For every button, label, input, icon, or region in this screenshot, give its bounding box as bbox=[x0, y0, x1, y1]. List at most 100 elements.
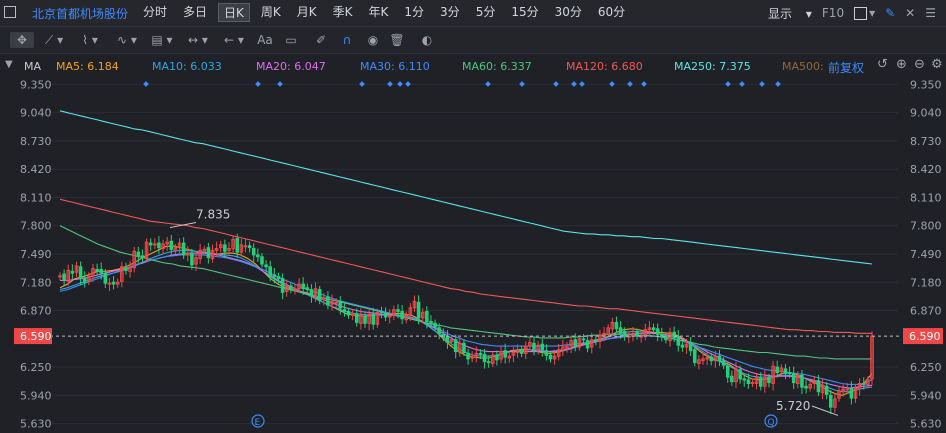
candle-body bbox=[305, 287, 310, 291]
candle-body bbox=[284, 285, 289, 292]
tab-3[interactable]: 周K bbox=[260, 5, 281, 19]
close-icon[interactable]: ✕ bbox=[905, 6, 916, 20]
candle-body bbox=[148, 242, 153, 246]
candle-body bbox=[115, 281, 120, 285]
candle-body bbox=[416, 301, 421, 319]
stock-title[interactable]: 北京首都机场股份 bbox=[32, 7, 129, 21]
candle-body bbox=[165, 241, 169, 245]
candle-body bbox=[74, 265, 79, 273]
kline-chart-area[interactable]: 9.350 9.350 9.040 9.040 8.730 8.730 8.420 8.420… bbox=[0, 78, 946, 431]
candle-body bbox=[787, 372, 792, 375]
tab-10[interactable]: 15分 bbox=[511, 5, 539, 19]
toggle-icon[interactable]: ◐ bbox=[421, 33, 433, 47]
tab-12[interactable]: 60分 bbox=[597, 5, 626, 19]
ma-collapse-icon[interactable]: ▼ bbox=[5, 59, 13, 70]
magnet-icon[interactable]: ∩ bbox=[342, 33, 352, 47]
tab-2[interactable]: 日K bbox=[218, 3, 250, 22]
eye-icon[interactable]: ◉ bbox=[367, 33, 379, 47]
draw-pen-icon[interactable]: ✎ bbox=[885, 6, 896, 20]
candle-body bbox=[577, 338, 582, 348]
candle-body bbox=[354, 313, 359, 323]
undo-icon[interactable]: ↺ bbox=[877, 57, 888, 72]
candle-body bbox=[573, 339, 578, 347]
tab-1[interactable]: 多日 bbox=[183, 5, 208, 19]
candle-body bbox=[829, 394, 833, 408]
tab-5[interactable]: 季K bbox=[332, 5, 353, 19]
tab-6[interactable]: 年K bbox=[368, 5, 389, 19]
comment-icon[interactable]: ▭ bbox=[285, 33, 297, 47]
candle-body bbox=[202, 248, 207, 252]
candle-body bbox=[120, 266, 124, 282]
ma-line bbox=[59, 245, 873, 396]
tab-11[interactable]: 30分 bbox=[554, 5, 582, 19]
channel-tool-icon[interactable]: ⌇ ▾ bbox=[82, 33, 98, 47]
candle-body bbox=[363, 315, 367, 324]
tab-8[interactable]: 3分 bbox=[440, 5, 460, 19]
select-checkbox[interactable] bbox=[4, 6, 16, 18]
eraser-icon[interactable]: ✐ bbox=[315, 33, 327, 47]
candle-body bbox=[231, 238, 235, 250]
y-tick-left: 9.040 bbox=[20, 107, 52, 120]
candle-body bbox=[95, 269, 99, 272]
measure-tool-icon[interactable]: ↔ ▾ bbox=[188, 33, 208, 47]
candle-body bbox=[606, 327, 610, 335]
candle-body bbox=[346, 310, 351, 316]
candle-body bbox=[412, 300, 417, 309]
candle-body bbox=[58, 275, 62, 278]
menu-icon[interactable]: ☰ bbox=[925, 6, 936, 20]
candle-body bbox=[78, 266, 83, 279]
event-dot bbox=[739, 81, 745, 87]
candle-body bbox=[771, 365, 775, 384]
tab-4[interactable]: 月K bbox=[296, 5, 317, 19]
f10-button[interactable]: F10 bbox=[821, 6, 845, 20]
tab-9[interactable]: 5分 bbox=[475, 5, 496, 19]
zoom-out-icon[interactable]: ⊖ bbox=[914, 57, 925, 72]
trash-icon[interactable]: 🗑 bbox=[389, 33, 405, 47]
text-tool-icon[interactable]: Aa bbox=[257, 33, 273, 47]
candle-body bbox=[272, 274, 277, 278]
arrow-tool-icon[interactable]: ← ▾ bbox=[224, 33, 244, 47]
fuquan-button[interactable]: 前复权 bbox=[828, 61, 865, 75]
candle-body bbox=[293, 288, 297, 291]
candle-body bbox=[647, 327, 652, 331]
candle-body bbox=[837, 390, 841, 399]
event-dot bbox=[775, 81, 781, 87]
candle-body bbox=[540, 343, 545, 351]
square-icon[interactable] bbox=[854, 6, 868, 20]
ma-legend-item: MA10: 6.033 bbox=[152, 60, 222, 73]
candle-body bbox=[796, 374, 800, 384]
crosshair-icon[interactable]: ✥ bbox=[10, 32, 34, 48]
candle-body bbox=[429, 320, 433, 324]
settings-icon[interactable]: ⚙ bbox=[931, 57, 943, 72]
ma-label[interactable]: MA bbox=[24, 60, 42, 73]
chevron-down-icon[interactable]: ▾ bbox=[869, 6, 876, 20]
candle-body bbox=[478, 352, 483, 355]
line-tool-icon[interactable]: ⟋ ▾ bbox=[44, 33, 64, 47]
tab-7[interactable]: 1分 bbox=[404, 5, 425, 19]
zoom-in-icon[interactable]: ⊕ bbox=[896, 57, 907, 72]
fib-tool-icon[interactable]: ▤ ▾ bbox=[151, 33, 173, 47]
candle-body bbox=[746, 379, 751, 384]
display-menu-button[interactable]: 显示 ▾ bbox=[768, 6, 812, 21]
candle-body bbox=[820, 384, 825, 394]
candle-body bbox=[334, 301, 338, 304]
drawing-toolbar: ✥ ⟋ ▾ ⌇ ▾ ∿ ▾ ▤ ▾ ↔ ▾ ← ▾ Aa ▭ ✐ ∩ ◉ 🗑 ◐ bbox=[0, 27, 946, 54]
candle-body bbox=[622, 331, 627, 337]
y-tick-right: 6.870 bbox=[910, 305, 942, 318]
candle-body bbox=[62, 273, 66, 281]
candle-body bbox=[124, 268, 128, 271]
wave-tool-icon[interactable]: ∿ ▾ bbox=[117, 33, 137, 47]
candle-body bbox=[742, 378, 747, 381]
candle-body bbox=[721, 360, 726, 366]
candle-body bbox=[243, 245, 248, 248]
candle-body bbox=[655, 328, 660, 335]
period-tabs: 分时 多日 日K 周K 月K 季K 年K 1分 3分 5分 15分 30分 60分 bbox=[138, 3, 636, 22]
tab-0[interactable]: 分时 bbox=[143, 5, 168, 19]
event-dot bbox=[359, 81, 365, 87]
y-tick-right: 7.490 bbox=[910, 248, 942, 261]
candle-body bbox=[783, 368, 788, 374]
ma-line bbox=[59, 110, 873, 265]
kline-chart[interactable]: 9.350 9.350 9.040 9.040 8.730 8.730 8.420 8.420… bbox=[0, 78, 946, 431]
candle-body bbox=[569, 340, 573, 347]
y-tick-right: 9.350 bbox=[910, 78, 942, 91]
